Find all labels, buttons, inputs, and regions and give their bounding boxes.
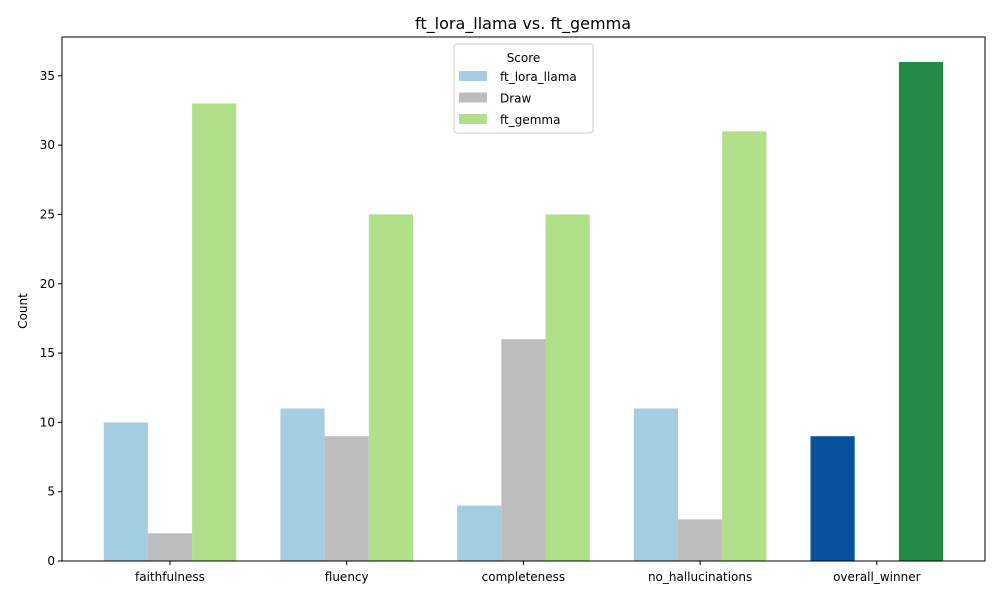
legend-label-Draw: Draw (500, 92, 532, 106)
x-tick-label: no_hallucinations (648, 570, 752, 584)
bar-completeness-Draw (501, 339, 546, 561)
bar-faithfulness-ft_lora_llama (103, 422, 148, 561)
legend-label-ft_gemma: ft_gemma (500, 113, 560, 127)
bar-faithfulness-ft_gemma (192, 103, 237, 561)
y-tick-label: 0 (47, 554, 55, 568)
y-axis-label: Count (16, 293, 30, 329)
bar-completeness-ft_gemma (545, 214, 590, 561)
bar-fluency-ft_gemma (368, 214, 413, 561)
y-tick-label: 10 (40, 415, 55, 429)
y-tick-label: 5 (47, 485, 55, 499)
y-tick-label: 15 (40, 346, 55, 360)
bar-fluency-Draw (324, 436, 369, 561)
bar-completeness-ft_lora_llama (457, 505, 502, 561)
chart-title: ft_lora_llama vs. ft_gemma (415, 14, 631, 34)
legend-title: Score (507, 51, 541, 65)
x-tick-label: fluency (325, 570, 369, 584)
bar-overall_winner-ft_lora_llama (810, 436, 855, 561)
legend-box (453, 43, 594, 134)
bar-no_hallucinations-ft_lora_llama (633, 408, 678, 561)
y-tick-label: 30 (40, 138, 55, 152)
bar-no_hallucinations-ft_gemma (722, 131, 767, 562)
plot-frame (61, 36, 986, 562)
legend-swatch-Draw (459, 92, 487, 103)
y-tick-label: 35 (40, 69, 55, 83)
legend-label-ft_lora_llama: ft_lora_llama (500, 70, 577, 84)
x-tick-label: completeness (482, 570, 566, 584)
legend-swatch-ft_gemma (459, 114, 487, 124)
y-tick-label: 25 (40, 207, 55, 221)
bar-no_hallucinations-Draw (678, 519, 723, 561)
x-axis-ticks: faithfulness fluency completeness no_halluc… (135, 561, 921, 584)
bar-faithfulness-Draw (147, 533, 193, 561)
x-tick-label: overall_winner (833, 570, 921, 584)
y-tick-label: 20 (40, 277, 55, 291)
y-axis-ticks: 0 5 10 15 20 25 30 35 (40, 69, 62, 568)
bar-fluency-ft_lora_llama (280, 408, 325, 561)
legend-items: ft_lora_llama Draw ft_gemma (459, 70, 577, 127)
bars-group (103, 62, 944, 562)
legend: Score ft_lora_llama Draw ft_gemma (453, 43, 594, 134)
legend-swatch-ft_lora_llama (459, 71, 487, 81)
bar-overall_winner-ft_gemma (898, 62, 944, 561)
x-tick-label: faithfulness (135, 570, 205, 584)
